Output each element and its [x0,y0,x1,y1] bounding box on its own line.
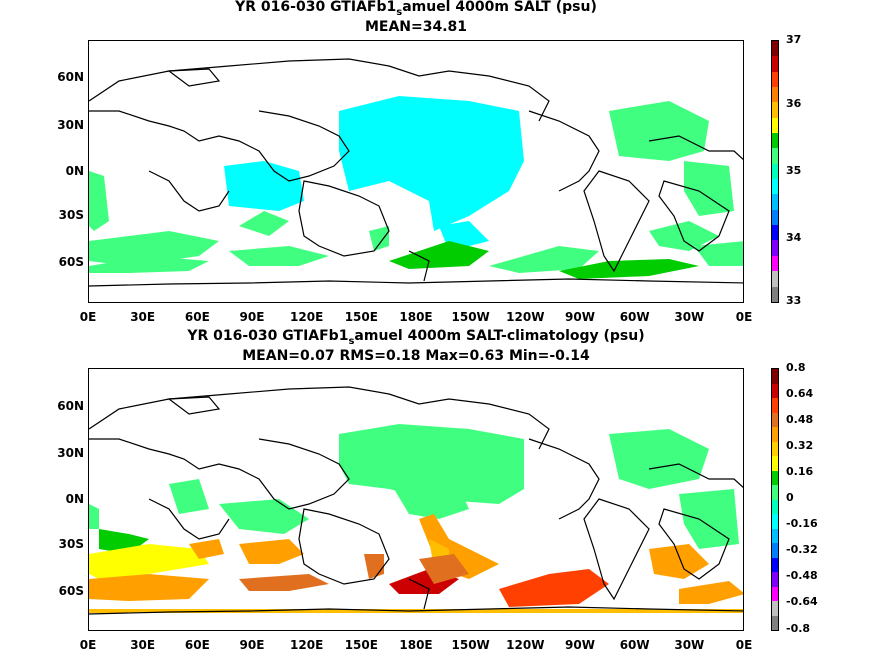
panel1-colorbar-label: 36 [786,97,802,110]
panel2-lat-label: 60S [58,584,84,598]
panel1-lat-label: 30N [57,118,84,132]
panel2-lon-label: 60W [619,638,650,652]
panel1-lon-label: 30E [130,310,156,324]
panel1-colorbar-segment [772,179,778,195]
panel1-colorbar-segment [772,71,778,88]
panel2-colorbar-segment [772,601,778,616]
panel1-coastlines [89,58,743,287]
panel1-lon-label: 0E [735,310,753,324]
panel2-lat-label: 30S [58,537,84,551]
panel2-colorbar-label: 0.32 [786,439,814,452]
panel1-colorbar-segment [772,240,778,256]
panel1-lat-label: 0N [65,164,84,178]
panel1-colorbar-segment [772,102,778,118]
panel1-colorbar-segment [772,148,778,164]
panel1-colorbar-segment [772,41,778,57]
panel2-colorbar-segment [772,572,778,587]
panel1-colorbar-label: 37 [786,33,802,46]
panel2-lat-label: 60N [57,399,84,413]
panel2-colorbar-segment [772,514,778,529]
panel1-lon-label: 150W [451,310,490,324]
panel2-colorbar-segment [772,369,778,384]
panel2-subtitle: MEAN=0.07 RMS=0.18 Max=0.63 Min=-0.14 [242,348,590,364]
panel2-colorbar-segment [772,557,778,572]
panel2-colorbar-segment [772,383,778,398]
panel1-lon-label: 60E [184,310,210,324]
panel1-colorbar-segment [772,117,778,134]
panel1-lon-label: 180E [399,310,433,324]
panel2-lon-label: 0E [735,638,753,652]
panel2-lon-label: 120E [290,638,324,652]
panel1-lon-label: 90W [565,310,595,324]
panel2-lon-label: 60E [184,638,210,652]
panel1-lon-label: 150E [344,310,378,324]
panel1-salt-field [89,96,743,279]
panel1-lat-label: 60S [58,255,84,269]
panel1-colorbar-label: 33 [786,294,802,307]
panel2-lon-label: 150E [344,638,378,652]
panel2-title: YR 016-030 GTIAFb1samuel 4000m SALT-clim… [187,328,645,347]
panel1-colorbar-segment [772,286,778,302]
panel1-colorbar-segment [772,133,778,149]
panel1-colorbar-segment [772,194,778,210]
panel2-colorbar-segment [772,485,778,500]
panel2-lon-label: 180E [399,638,433,652]
panel2-colorbar-segment [772,543,778,558]
panel1-subtitle: MEAN=34.81 [364,19,468,35]
panel1-colorbar-segment [772,255,778,272]
panel2-colorbar-segment [772,499,778,514]
panel1-lon-label: 120E [290,310,324,324]
panel2-lon-label: 90W [565,638,595,652]
panel2-colorbar-label: -0.32 [786,543,818,556]
panel2-colorbar-label: -0.16 [786,517,818,530]
panel2-lon-label: 0E [79,638,97,652]
panel1-colorbar [771,40,779,303]
panel2-lat-label: 0N [65,492,84,506]
panel2-lon-label: 90E [239,638,265,652]
panel2-colorbar-segment [772,398,778,413]
panel1-colorbar-segment [772,163,778,180]
panel1-lon-label: 30W [674,310,705,324]
panel2-colorbar-segment [772,586,778,601]
panel1-colorbar-label: 35 [786,164,802,177]
panel2-colorbar-label: -0.64 [786,595,818,608]
panel1-colorbar-segment [772,56,778,72]
panel2-lat-label: 30N [57,446,84,460]
panel2-colorbar-segment [772,528,778,543]
panel2-colorbar [771,368,779,631]
panel2-lon-label: 150W [451,638,490,652]
panel2-colorbar-label: -0.8 [786,622,811,635]
panel1-lon-label: 90E [239,310,265,324]
panel2-colorbar-label: 0.8 [786,361,806,374]
panel2-colorbar-segment [772,427,778,442]
panel1-title: YR 016-030 GTIAFb1samuel 4000m SALT (psu… [235,0,597,18]
panel1-lon-label: 120W [506,310,545,324]
panel2-salt-field [89,424,743,613]
panel2-lon-label: 120W [506,638,545,652]
panel2-map [88,368,744,631]
panel2-colorbar-segment [772,412,778,427]
panel2-colorbar-label: 0 [786,491,794,504]
panel2-colorbar-label: 0.48 [786,413,814,426]
panel1-lat-label: 60N [57,70,84,84]
panel2-colorbar-segment [772,441,778,456]
panel2-colorbar-label: 0.64 [786,387,814,400]
panel2-colorbar-label: -0.48 [786,569,818,582]
panel2-colorbar-segment [772,470,778,485]
panel2-colorbar-label: 0.16 [786,465,814,478]
panel1-colorbar-segment [772,225,778,241]
panel2-colorbar-segment [772,615,778,630]
panel2-colorbar-segment [772,456,778,471]
panel1-lon-label: 60W [619,310,650,324]
panel2-coastlines [89,386,743,615]
panel1-lon-label: 0E [79,310,97,324]
panel1-colorbar-segment [772,209,778,226]
panel1-lat-label: 30S [58,208,84,222]
panel1-colorbar-label: 34 [786,231,802,244]
panel2-lon-label: 30E [130,638,156,652]
panel1-colorbar-segment [772,271,778,287]
panel1-map [88,40,744,303]
panel1-colorbar-segment [772,87,778,103]
panel2-lon-label: 30W [674,638,705,652]
